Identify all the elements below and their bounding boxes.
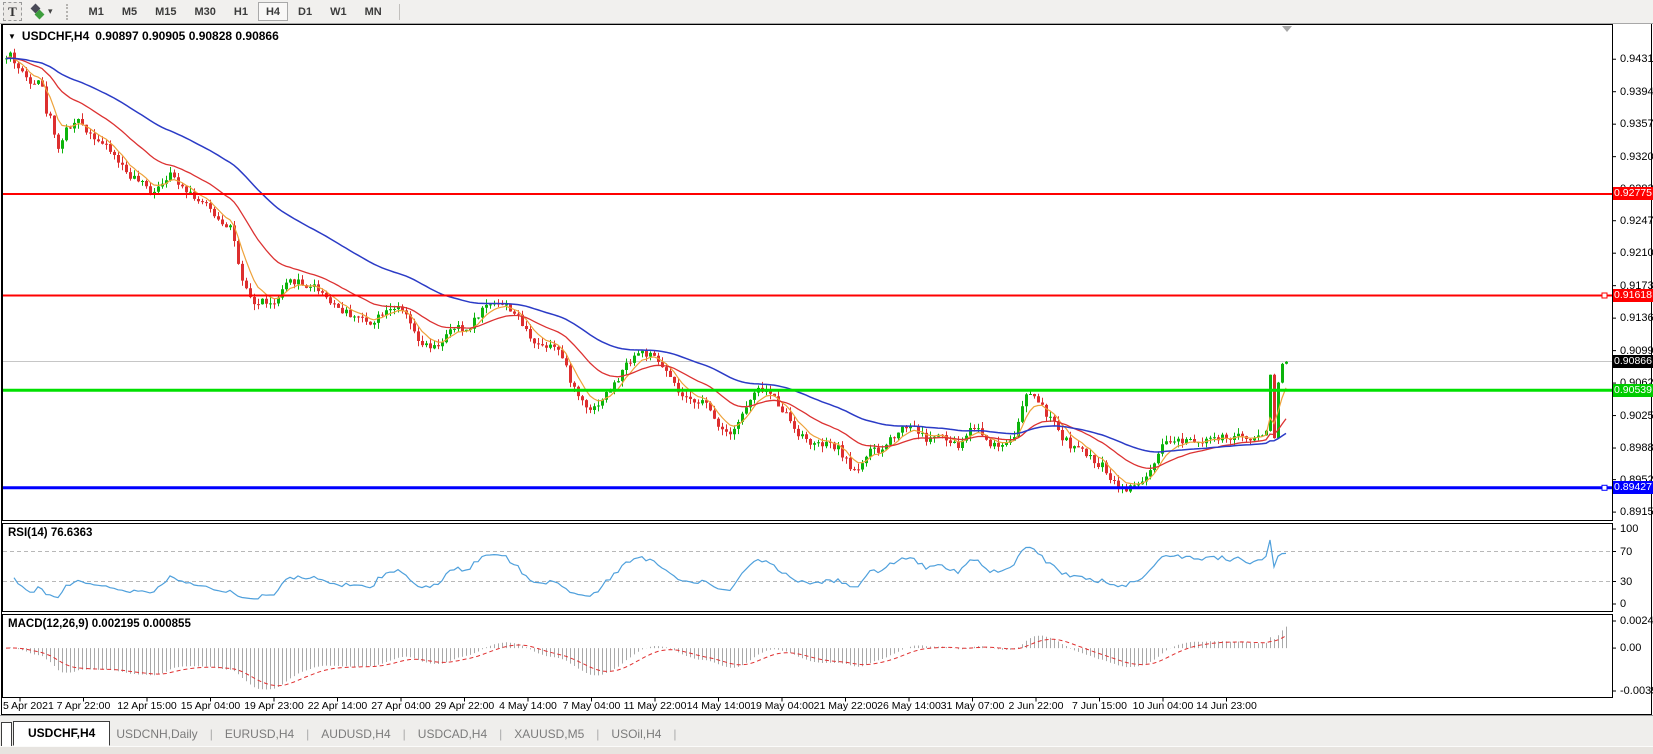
timeframe-button[interactable]: M5: [114, 2, 145, 21]
chart-tab[interactable]: USDCAD,H4: [412, 723, 508, 746]
timeframe-button[interactable]: MN: [357, 2, 390, 21]
top-toolbar: T ▾ M1 M5 M15 M30 H1 H4 D1 W1 MN: [0, 0, 1653, 24]
timeframe-button[interactable]: M15: [147, 2, 184, 21]
bull-candle-wicks: [6, 51, 1287, 494]
chart-tab[interactable]: XAUUSD,M5: [508, 723, 605, 746]
bear-candle-bodies: [13, 52, 1276, 492]
toolbar-grip: [65, 3, 72, 20]
moving-average-6: [5, 56, 1287, 485]
timeframe-button[interactable]: H4: [257, 2, 289, 21]
timeframe-button[interactable]: D1: [290, 2, 320, 21]
timeframe-button[interactable]: W1: [322, 2, 355, 21]
chart-tab-bar: USDCHF,H4USDCNH,DailyEURUSD,H4AUDUSD,H4U…: [0, 715, 1653, 754]
chart-window-border: [1, 23, 1652, 715]
toolbar-separator: [398, 3, 400, 20]
rsi-panel-border: [2, 523, 1613, 612]
diamond-icon: [34, 9, 45, 20]
moving-average-55: [5, 57, 1287, 453]
bull-candle-bodies: [5, 52, 1288, 492]
timeframe-button[interactable]: H1: [226, 2, 256, 21]
hline-handle[interactable]: [1601, 484, 1608, 491]
chart-shift-marker[interactable]: [1282, 26, 1292, 32]
objects-dropdown-button[interactable]: ▾: [29, 2, 56, 21]
chart-tab[interactable]: USDCNH,Daily: [110, 723, 218, 746]
chart-title: ▼ USDCHF,H4 0.90897 0.90905 0.90828 0.90…: [8, 29, 279, 43]
bear-candle-wicks: [14, 48, 1275, 493]
macd-signal-line: [5, 635, 1287, 687]
moving-average-22: [5, 57, 1287, 469]
chart-tab[interactable]: USOil,H4: [605, 723, 682, 746]
macd-label: MACD(12,26,9) 0.002195 0.000855: [8, 618, 191, 630]
status-strip: [0, 746, 1653, 754]
main-panel-border: [2, 24, 1613, 521]
chart-tab[interactable]: USDCHF,H4: [13, 721, 111, 746]
chart-tab[interactable]: EURUSD,H4: [219, 723, 315, 746]
timeframe-button[interactable]: M30: [187, 2, 224, 21]
tab-scroll-stub[interactable]: [1, 722, 12, 746]
timeframe-toolbar: M1 M5 M15 M30 H1 H4 D1 W1 MN: [80, 2, 391, 21]
macd-panel-border: [2, 614, 1613, 698]
hline-handle[interactable]: [1601, 292, 1608, 299]
timeframe-button[interactable]: M1: [81, 2, 112, 21]
chart-ohlc-values: 0.90897 0.90905 0.90828 0.90866: [95, 29, 279, 43]
chevron-down-icon: ▾: [48, 6, 53, 16]
text-tool-button[interactable]: T: [3, 2, 22, 21]
chart-tab[interactable]: AUDUSD,H4: [315, 723, 411, 746]
rsi-label: RSI(14) 76.6363: [8, 527, 93, 539]
rsi-line: [13, 539, 1287, 600]
macd-histogram: [10, 626, 1287, 690]
chart-symbol-label: USDCHF,H4: [21, 29, 90, 43]
symbol-dropdown-icon[interactable]: ▼: [8, 31, 16, 41]
